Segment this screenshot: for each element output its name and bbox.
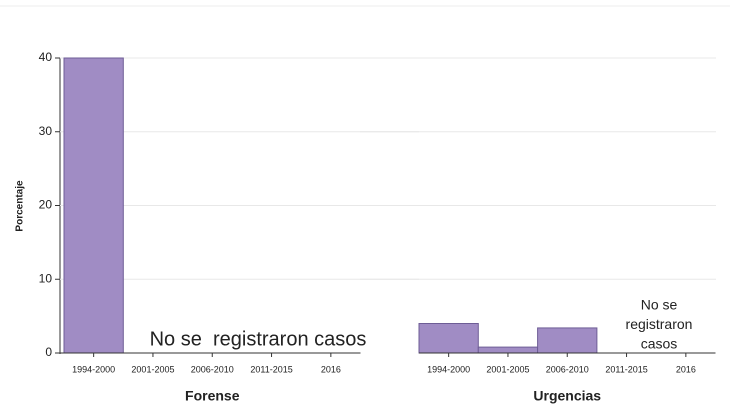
x-tick-label: 2001-2005 (131, 364, 174, 374)
annotation: No se registraron casos (150, 328, 367, 350)
x-tick-label: 2016 (676, 364, 696, 374)
x-tick-label: 2016 (321, 364, 341, 374)
x-axis-label: Forense (185, 388, 240, 404)
bar (418, 323, 479, 354)
bar (537, 327, 598, 354)
x-tick-label: 2011-2015 (250, 364, 292, 374)
x-tick-label: 1994-2000 (72, 364, 115, 374)
y-tick-label: 20 (39, 198, 53, 212)
x-tick-label: 2001-2005 (486, 364, 529, 374)
bar (477, 346, 539, 354)
annotation: casos (641, 336, 678, 352)
x-tick-label: 2006-2010 (191, 364, 234, 374)
x-tick-label: 2006-2010 (546, 364, 589, 374)
x-tick-label: 2011-2015 (605, 364, 647, 374)
annotation: registraron (626, 316, 693, 332)
annotation: No se (641, 297, 678, 313)
y-tick-label: 0 (45, 345, 52, 359)
y-tick-label: 30 (39, 124, 53, 138)
x-axis-label: Urgencias (533, 388, 601, 404)
y-tick-label: 10 (39, 271, 53, 285)
x-tick-label: 1994-2000 (427, 364, 470, 374)
y-tick-label: 40 (39, 50, 53, 64)
y-axis-label: Porcentaje (15, 180, 26, 232)
bar (63, 57, 124, 354)
